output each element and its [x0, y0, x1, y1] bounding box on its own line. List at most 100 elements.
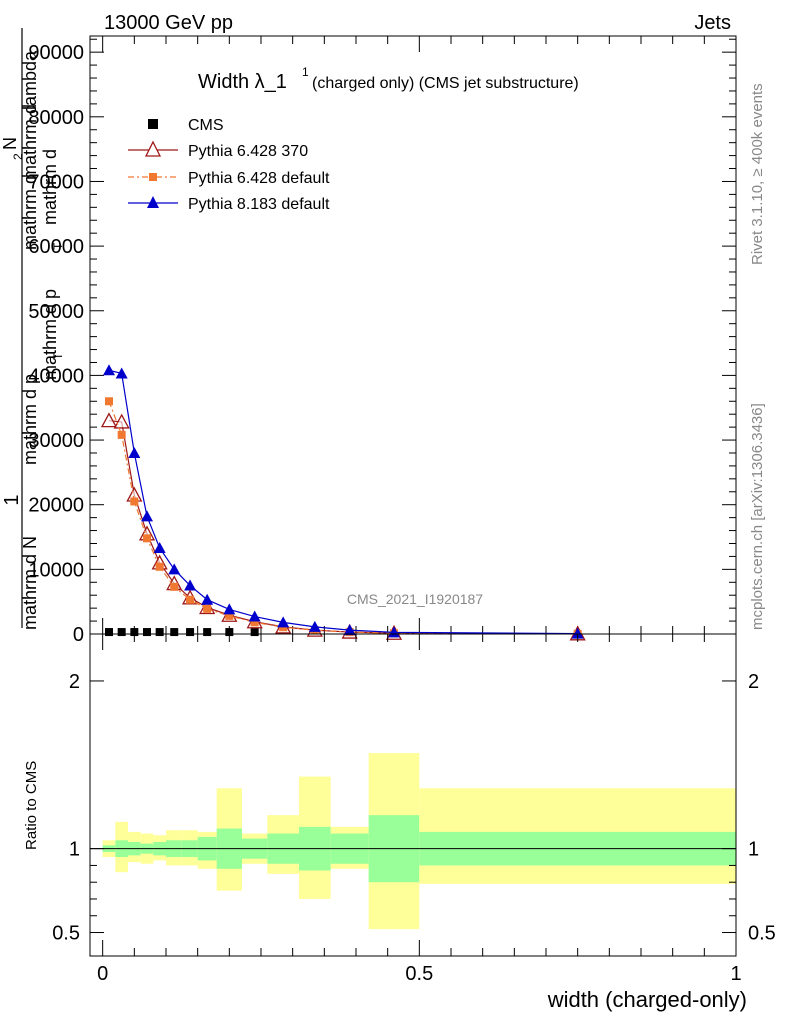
- y-label-dpt-2: mathrm d p: [20, 374, 40, 465]
- ratio-y-tick-label-right: 2: [748, 671, 759, 693]
- pythia8-default-point: [571, 627, 584, 639]
- mcplots-credit-label: mcplots.cern.ch [arXiv:1306.3436]: [749, 403, 766, 630]
- pythia8-default-point: [201, 593, 214, 605]
- legend-marker-pythia6-370: [144, 140, 162, 157]
- pythia8-default-point: [277, 616, 290, 628]
- cms-data-point: [170, 628, 179, 637]
- legend-label-pythia6-370: Pythia 6.428 370: [188, 143, 308, 160]
- ratio-bands: [102, 753, 736, 930]
- plot-title-sup: 1: [302, 65, 309, 79]
- pythia6-default-point: [105, 397, 113, 406]
- plot-title-main: Width λ_1: [198, 71, 287, 93]
- main-y-tick-label: 0: [73, 624, 84, 646]
- y-label-prefactor: 1: [1, 494, 23, 505]
- pythia8-default-point: [388, 626, 400, 638]
- main-y-tick-label: 30000: [28, 430, 84, 452]
- main-y-tick-label: 70000: [28, 171, 84, 193]
- plot-title: Width λ_1 1 (charged only) (CMS jet subs…: [198, 65, 579, 93]
- cms-data-point: [143, 628, 151, 637]
- y-label-lambda: lambda: [20, 50, 40, 110]
- pythia8-default-point: [103, 364, 115, 376]
- cms-data-point: [250, 628, 259, 637]
- ratio-y-tick-label-right: 1: [748, 839, 759, 861]
- pythia8-default-point: [223, 603, 236, 615]
- main-y-tick-label: 60000: [28, 236, 84, 258]
- pythia8-default-point: [343, 624, 356, 636]
- cms-data-point: [225, 628, 234, 637]
- x-axis-label: width (charged-only): [547, 987, 747, 1012]
- rivet-version-label: Rivet 3.1.10, ≥ 400k events: [749, 83, 766, 265]
- main-y-tick-label: 90000: [28, 42, 84, 64]
- y-label-dN: mathrm d N: [20, 536, 40, 630]
- cms-data-point: [117, 628, 126, 637]
- pythia8-default-point: [248, 610, 261, 622]
- legend-entry-pythia6-370: Pythia 6.428 370: [128, 140, 308, 160]
- main-y-tick-label: 10000: [28, 559, 84, 581]
- main-y-tick-labels: 0 10000 20000 30000 40000 50000 60000 70000 8000…: [28, 42, 84, 646]
- y-label-d-2: mathrm d: [40, 149, 60, 225]
- pythia8-default-point: [168, 563, 181, 575]
- analysis-tag: CMS_2021_I1920187: [347, 591, 483, 607]
- y-label-N: N: [0, 137, 20, 150]
- pythia8-default-point: [184, 579, 197, 591]
- ratio-y-ticks: [90, 680, 736, 934]
- ratio-y-tick-label: 0.5: [52, 923, 80, 945]
- cms-data-point: [130, 628, 139, 637]
- ratio-x-tick-label: 1: [730, 963, 741, 985]
- ratio-y-tick-label: 2: [69, 671, 80, 693]
- main-y-tick-label: 20000: [28, 495, 84, 517]
- y-label-T-2: T: [51, 352, 65, 360]
- plot-title-rest: (charged only) (CMS jet substructure): [312, 75, 579, 92]
- pythia6-default-point: [225, 611, 234, 620]
- pythia8-default-point: [115, 367, 128, 379]
- pythia6-default-point: [250, 618, 259, 627]
- legend-marker-pythia6-default: [149, 173, 157, 181]
- ratio-y-tick-labels: 0.5 0.5 1 1 2 2: [52, 671, 776, 945]
- y-label-d-4: mathrm d: [20, 104, 40, 180]
- legend-label-pythia8-default: Pythia 8.183 default: [188, 196, 330, 213]
- y-label-d-3: mathrm d: [20, 174, 40, 250]
- ratio-y-axis-label: Ratio to CMS: [23, 761, 40, 850]
- main-y-tick-label: 50000: [28, 301, 84, 323]
- pythia6-default-point: [203, 604, 212, 613]
- y-label-dpt-1: mathrm d p: [40, 289, 60, 380]
- pythia6-default-point: [155, 562, 164, 571]
- ratio-frame: [89, 633, 737, 957]
- legend-entry-cms: CMS: [148, 117, 224, 134]
- ratio-panel: 0.5 0.51 12 2 0 0.5 1: [52, 633, 776, 985]
- pythia6-default-point: [117, 430, 126, 439]
- ratio-x-ticks: [102, 634, 737, 956]
- legend-entry-pythia6-default: Pythia 6.428 default: [128, 170, 330, 187]
- legend-entry-pythia8-default: Pythia 8.183 default: [128, 196, 330, 213]
- ratio-y-tick-label: 1: [69, 839, 80, 861]
- cms-data-point: [155, 628, 164, 637]
- main-y-tick-label: 40000: [28, 365, 84, 387]
- main-panel: 0 10000 20000 30000 40000 50000 60000 70000 8000…: [28, 35, 737, 646]
- series-line-1: [108, 420, 578, 635]
- pythia8-default-point: [141, 510, 153, 522]
- pythia6-default-point: [130, 497, 139, 506]
- ratio-x-tick-label: 0.5: [405, 963, 433, 985]
- pythia6-default-point: [186, 595, 195, 604]
- legend: CMS Pythia 6.428 370 Pythia 6.428 defaul…: [128, 117, 330, 213]
- pythia6-default-point: [143, 534, 151, 543]
- series-line-3: [108, 369, 578, 635]
- cms-data-point: [105, 628, 113, 637]
- main-y-tick-label: 80000: [28, 107, 84, 129]
- pythia6-default-point: [170, 582, 179, 591]
- ratio-x-tick-label: 0: [97, 963, 108, 985]
- legend-marker-cms: [148, 119, 158, 129]
- legend-marker-pythia8-default: [147, 196, 159, 208]
- pythia6-370-point: [100, 412, 118, 428]
- legend-label-cms: CMS: [188, 117, 224, 134]
- cms-data-point: [186, 628, 195, 637]
- energy-label: 13000 GeV pp: [104, 12, 233, 34]
- main-y-ticks: [90, 38, 736, 635]
- pythia6-370-point: [113, 413, 130, 429]
- pythia8-default-point: [128, 446, 141, 458]
- main-x-ticks: [102, 36, 737, 634]
- legend-label-pythia6-default: Pythia 6.428 default: [188, 170, 330, 187]
- main-y-axis-label: 1 mathrm d N mathrm d p T mathrm d mathr…: [0, 28, 65, 630]
- y-label-T-1: T: [51, 242, 65, 250]
